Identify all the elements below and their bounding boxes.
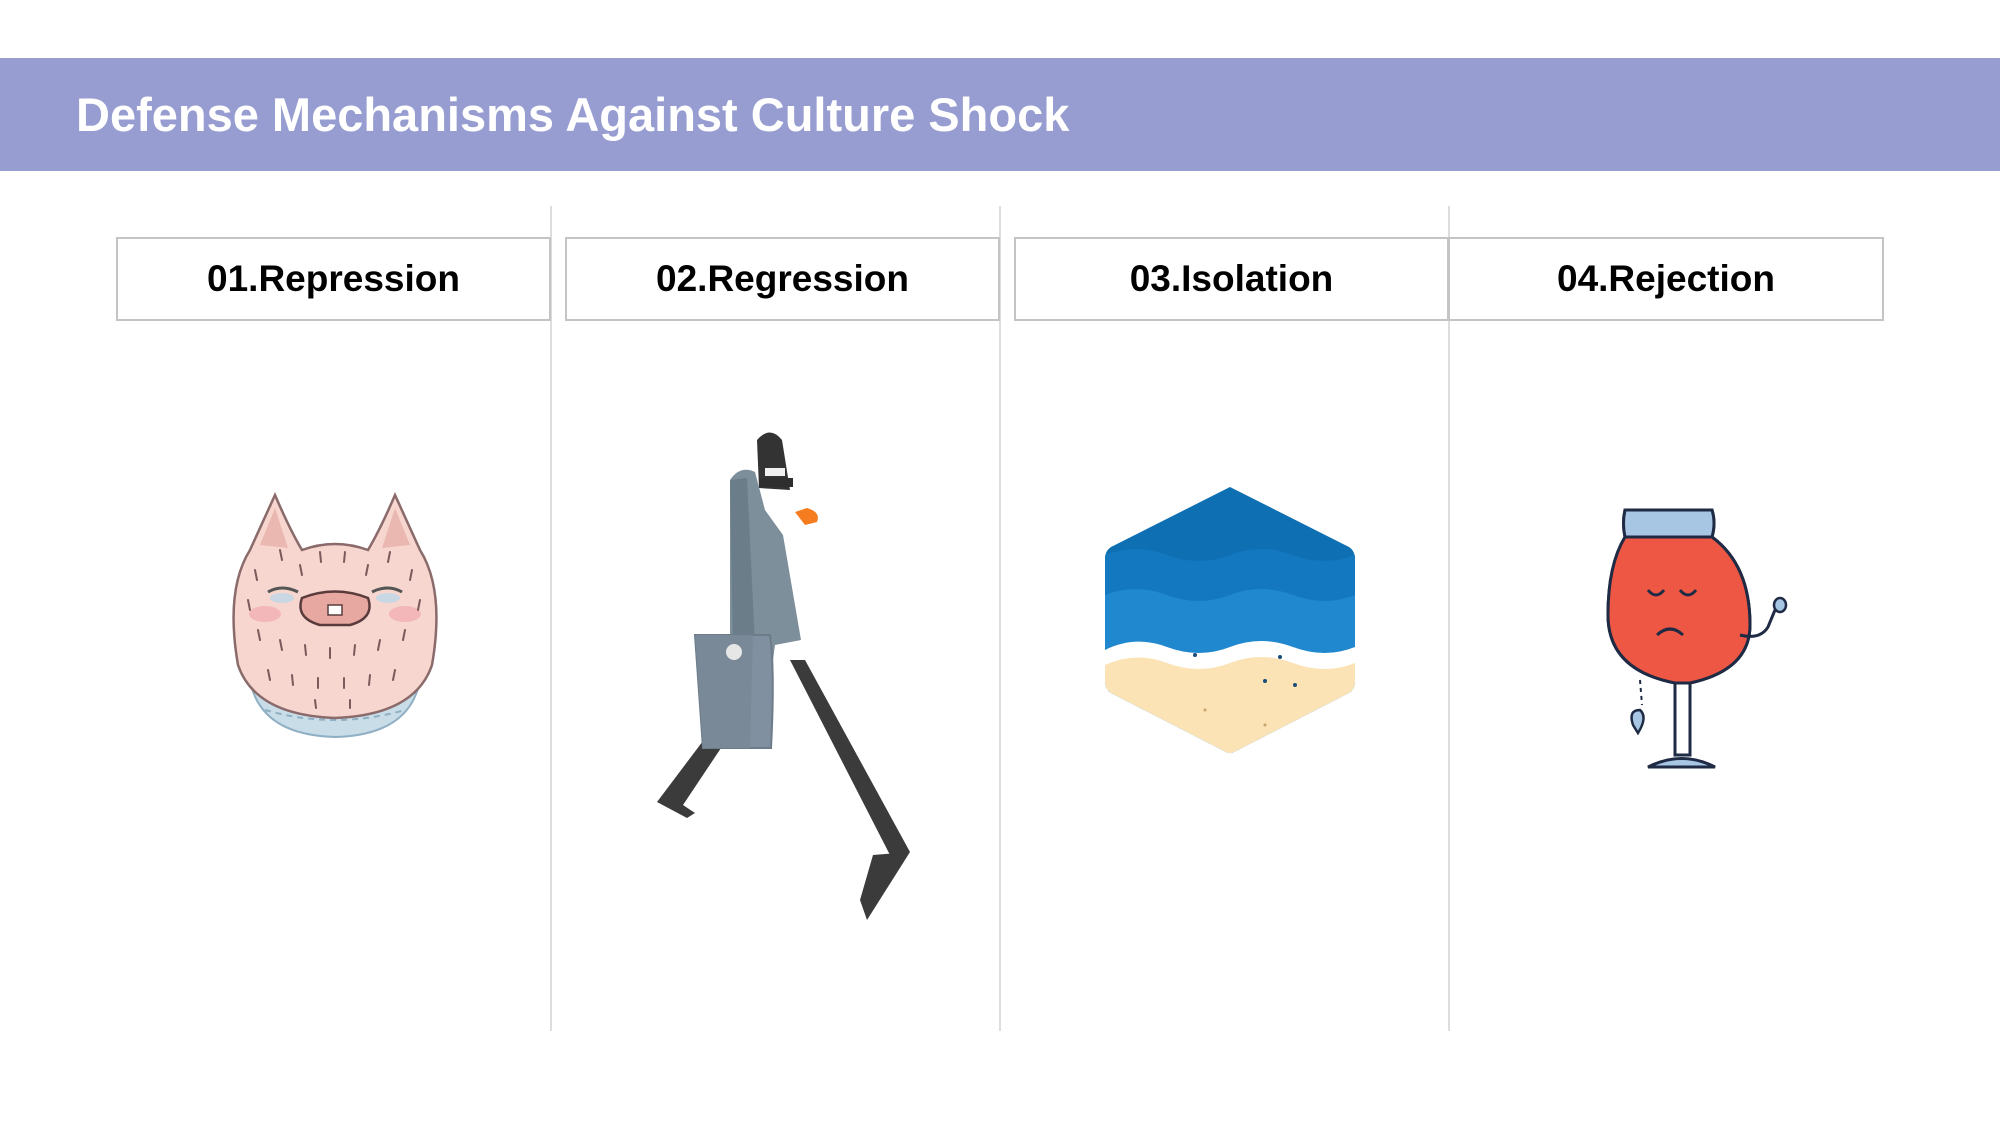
item-label-rejection: 04.Rejection: [1448, 237, 1884, 321]
column-divider: [550, 206, 552, 1031]
item-label-isolation: 03.Isolation: [1014, 237, 1449, 321]
item-label-regression: 02.Regression: [565, 237, 1000, 321]
column-divider: [999, 206, 1001, 1031]
column-divider: [1448, 206, 1450, 1031]
walking-man-briefcase-icon: [655, 430, 915, 925]
title-bar: Defense Mechanisms Against Culture Shock: [0, 58, 2000, 171]
ocean-beach-hexagon-icon: [1105, 485, 1355, 755]
item-label-repression: 01.Repression: [116, 237, 551, 321]
pig-face-icon: [220, 490, 450, 745]
sad-wine-glass-icon: [1600, 505, 1795, 770]
slide-title: Defense Mechanisms Against Culture Shock: [76, 58, 1069, 171]
